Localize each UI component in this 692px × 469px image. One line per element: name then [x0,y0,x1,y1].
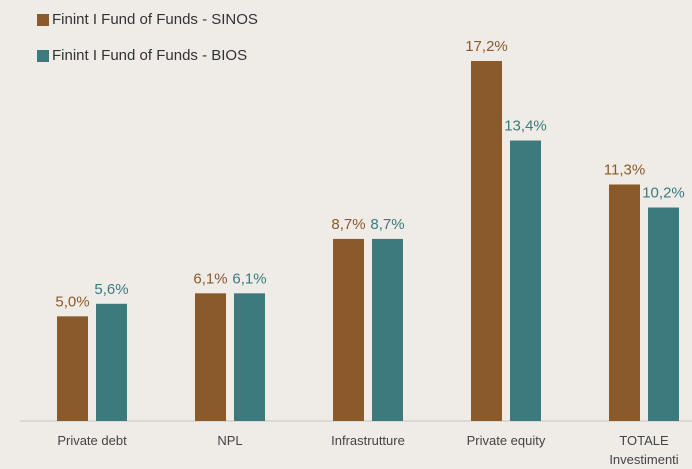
legend-swatch [37,50,49,62]
bar [372,238,403,421]
bar [609,184,640,421]
bar [333,238,364,421]
bar [510,140,541,421]
value-label: 6,1% [232,270,266,287]
x-tick-label: Private debt [57,433,127,448]
bar [471,61,502,422]
legend-label: Finint I Fund of Funds - BIOS [52,47,247,64]
value-label: 11,3% [604,161,645,178]
value-label: 17,2% [465,38,508,55]
x-tick-label: NPL [217,433,243,448]
bar [96,303,127,421]
value-label: 5,0% [55,293,89,310]
bar [234,293,265,421]
value-label: 8,7% [370,216,404,233]
value-label: 6,1% [193,270,227,287]
x-tick-label: TOTALE Investimenti [609,433,679,467]
x-tick-label: Infrastrutture [331,433,405,448]
bar [648,207,679,421]
value-label: 10,2% [642,185,685,202]
value-label: 5,6% [94,281,128,298]
value-label: 13,4% [504,118,547,135]
legend-swatch [37,14,49,26]
legend-label: Finint I Fund of Funds - SINOS [52,11,258,28]
bar [57,316,88,421]
value-label: 8,7% [331,216,365,233]
bar [195,293,226,421]
x-tick-label: Private equity [466,433,546,448]
